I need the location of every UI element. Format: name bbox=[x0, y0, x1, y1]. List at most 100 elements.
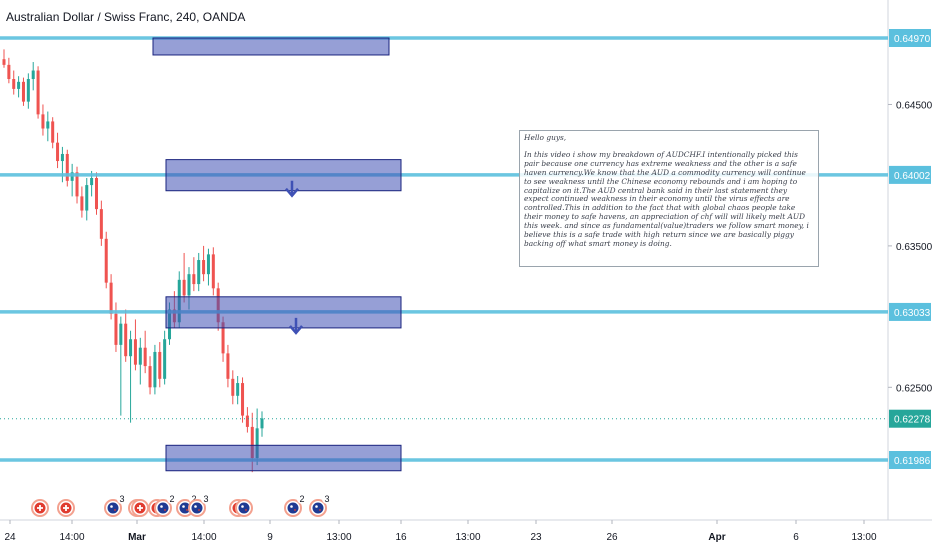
x-tick-label: Mar bbox=[128, 532, 146, 543]
australia-flag-icon bbox=[312, 502, 324, 514]
candle-body[interactable] bbox=[250, 426, 254, 459]
y-tick-label: 0.64500 bbox=[896, 100, 932, 111]
candle-body[interactable] bbox=[94, 178, 98, 210]
australia-flag-icon bbox=[290, 505, 293, 508]
candle-body[interactable] bbox=[221, 322, 225, 354]
australia-flag-icon bbox=[164, 509, 166, 511]
australia-flag-icon bbox=[194, 505, 197, 508]
australia-flag-icon bbox=[157, 502, 169, 514]
candle-body[interactable] bbox=[192, 274, 196, 285]
australia-flag-icon bbox=[238, 502, 250, 514]
x-tick-label: 14:00 bbox=[59, 532, 84, 543]
x-tick-label: 26 bbox=[606, 532, 618, 543]
y-tick-label: 0.62500 bbox=[896, 383, 932, 394]
candle-body[interactable] bbox=[202, 260, 206, 275]
chart-title: Australian Dollar / Swiss Franc, 240, OA… bbox=[6, 10, 246, 24]
candle-body[interactable] bbox=[138, 347, 142, 365]
candle-body[interactable] bbox=[36, 70, 40, 115]
candle-body[interactable] bbox=[90, 178, 94, 186]
note-greeting: Hello guys, bbox=[524, 133, 567, 142]
candle-body[interactable] bbox=[255, 428, 259, 459]
candle-body[interactable] bbox=[211, 254, 215, 289]
candle-body[interactable] bbox=[51, 121, 55, 143]
candle-body[interactable] bbox=[75, 172, 79, 197]
candle-body[interactable] bbox=[17, 81, 21, 89]
event-count-label: 3 bbox=[203, 494, 208, 504]
event-count-label: 2 bbox=[299, 494, 304, 504]
candle-body[interactable] bbox=[26, 79, 30, 102]
candle-body[interactable] bbox=[163, 339, 167, 379]
candle-body[interactable] bbox=[56, 142, 60, 162]
candle-body[interactable] bbox=[124, 323, 128, 357]
candle-body[interactable] bbox=[109, 282, 113, 314]
level-price-tag bbox=[889, 29, 931, 47]
candle-body[interactable] bbox=[153, 351, 157, 388]
price-zone[interactable] bbox=[165, 444, 402, 472]
x-tick-label: 14:00 bbox=[191, 532, 216, 543]
candle-body[interactable] bbox=[114, 313, 118, 345]
current-price-tag bbox=[889, 409, 931, 428]
candle-body[interactable] bbox=[133, 339, 137, 365]
event-count-label: 2 bbox=[169, 494, 174, 504]
candle-body[interactable] bbox=[129, 339, 133, 357]
candle-body[interactable] bbox=[2, 59, 6, 65]
australia-flag-icon bbox=[241, 505, 244, 508]
australia-flag-icon bbox=[114, 509, 116, 511]
candle-body[interactable] bbox=[182, 279, 186, 296]
event-count-badge bbox=[322, 494, 332, 504]
candle-body[interactable] bbox=[197, 260, 201, 285]
candle-body[interactable] bbox=[99, 209, 103, 239]
candle-body[interactable] bbox=[260, 418, 264, 429]
event-count-label: 3 bbox=[324, 494, 329, 504]
candle-body[interactable] bbox=[21, 81, 25, 102]
candle-body[interactable] bbox=[206, 254, 210, 275]
analysis-note[interactable]: Hello guys, In this video i show my brea… bbox=[519, 130, 819, 267]
level-price-label: 0.63033 bbox=[894, 308, 931, 319]
candle-body[interactable] bbox=[236, 383, 240, 396]
candle-body[interactable] bbox=[231, 378, 235, 396]
candle-body[interactable] bbox=[148, 366, 152, 388]
current-price-label: 0.62278 bbox=[894, 415, 931, 426]
candle-body[interactable] bbox=[60, 153, 64, 162]
candle-body[interactable] bbox=[80, 196, 84, 211]
event-count-badge bbox=[167, 494, 177, 504]
australia-flag-icon bbox=[160, 505, 163, 508]
australia-flag-icon bbox=[110, 505, 113, 508]
candle-body[interactable] bbox=[85, 185, 89, 211]
candle-body[interactable] bbox=[31, 70, 35, 80]
candle-body[interactable] bbox=[12, 79, 16, 89]
red-cross-flag-icon bbox=[37, 505, 43, 511]
price-zone[interactable] bbox=[165, 296, 402, 329]
level-price-label: 0.64002 bbox=[894, 171, 931, 182]
candle-body[interactable] bbox=[241, 383, 245, 416]
candle-body[interactable] bbox=[46, 121, 50, 129]
red-cross-flag-icon bbox=[137, 505, 143, 511]
candle-body[interactable] bbox=[245, 415, 249, 427]
candle-body[interactable] bbox=[104, 238, 108, 283]
candle-body[interactable] bbox=[187, 274, 191, 296]
x-tick-label: 13:00 bbox=[851, 532, 876, 543]
down-arrow-icon bbox=[289, 317, 303, 335]
x-tick-label: 6 bbox=[793, 532, 799, 543]
level-price-label: 0.64970 bbox=[894, 34, 931, 45]
event-count-badge bbox=[117, 494, 127, 504]
x-tick-label: 23 bbox=[530, 532, 542, 543]
candle-body[interactable] bbox=[143, 347, 147, 367]
australia-flag-icon bbox=[287, 502, 299, 514]
candle-body[interactable] bbox=[158, 351, 162, 379]
candle-body[interactable] bbox=[7, 64, 11, 80]
candle-body[interactable] bbox=[65, 153, 69, 181]
price-zone[interactable] bbox=[165, 159, 402, 192]
price-zone[interactable] bbox=[152, 37, 390, 56]
australia-flag-icon bbox=[198, 509, 200, 511]
australia-flag-icon bbox=[179, 502, 191, 514]
candle-body[interactable] bbox=[226, 353, 230, 379]
candle-body[interactable] bbox=[41, 114, 45, 129]
candle-body[interactable] bbox=[119, 323, 123, 345]
down-arrow-icon bbox=[285, 180, 299, 198]
level-price-tag bbox=[889, 451, 931, 469]
event-count-label: 3 bbox=[119, 494, 124, 504]
note-body: In this video i show my breakdown of AUD… bbox=[524, 149, 809, 248]
